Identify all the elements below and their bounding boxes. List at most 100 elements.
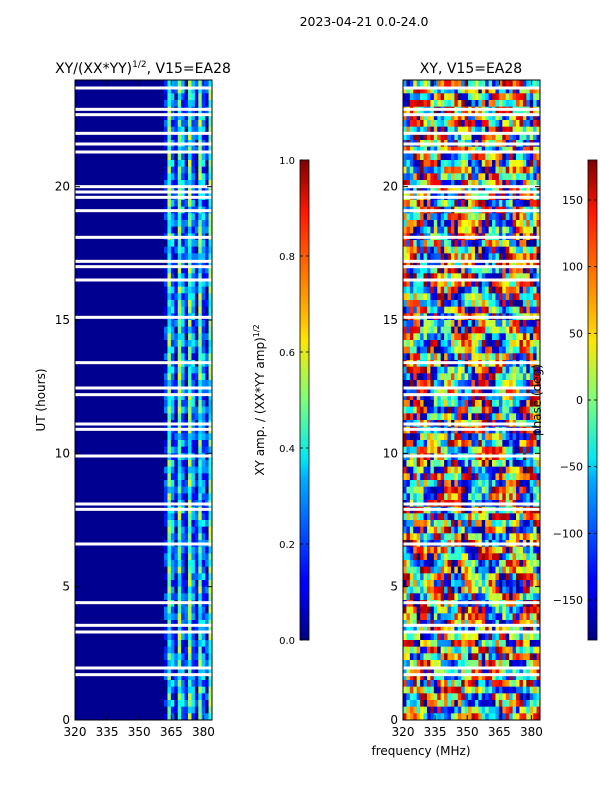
phase-heatmap-cell xyxy=(416,553,421,561)
phase-heatmap-cell xyxy=(526,633,531,641)
amplitude-heatmap-cell xyxy=(188,393,192,401)
phase-heatmap-cell xyxy=(461,580,466,588)
phase-heatmap-cell xyxy=(498,366,503,374)
phase-heatmap-cell xyxy=(440,273,445,281)
phase-heatmap-cell xyxy=(471,580,476,588)
phase-heatmap-cell xyxy=(478,160,483,168)
amplitude-heatmap-cell xyxy=(194,626,199,634)
phase-heatmap-cell xyxy=(444,546,448,554)
phase-heatmap-cell xyxy=(464,380,469,388)
amplitude-heatmap-cell xyxy=(198,613,203,621)
phase-heatmap-cell xyxy=(533,346,537,354)
phase-heatmap-cell xyxy=(512,440,517,448)
phase-heatmap-cell xyxy=(536,413,541,421)
phase-heatmap-cell xyxy=(529,633,534,641)
phase-heatmap-cell xyxy=(509,240,513,248)
amplitude-heatmap-cell xyxy=(205,613,209,621)
amplitude-heatmap-cell xyxy=(164,86,168,94)
phase-heatmap-cell xyxy=(492,306,496,314)
amplitude-heatmap-cell xyxy=(170,306,175,314)
phase-heatmap-cell xyxy=(430,326,435,334)
phase-heatmap-cell xyxy=(474,253,479,261)
phase-heatmap-cell xyxy=(420,586,424,594)
amplitude-heatmap-cell xyxy=(174,493,179,501)
phase-heatmap-cell xyxy=(516,513,520,521)
amplitude-heatmap-cell xyxy=(194,660,199,668)
amplitude-heatmap-cell xyxy=(174,260,179,268)
phase-heatmap-cell xyxy=(485,326,490,334)
amplitude-heatmap-cell xyxy=(181,573,185,581)
amplitude-heatmap-cell xyxy=(167,166,172,174)
phase-heatmap-cell xyxy=(430,646,435,654)
amplitude-heatmap-cell xyxy=(208,200,213,208)
phase-heatmap-cell xyxy=(498,100,503,108)
phase-heatmap-cell xyxy=(485,273,490,281)
phase-heatmap-cell xyxy=(485,380,490,388)
amplitude-heatmap-cell xyxy=(177,560,182,568)
phase-heatmap-cell xyxy=(426,353,431,361)
phase-heatmap-cell xyxy=(464,220,469,228)
phase-heatmap-cell xyxy=(420,553,424,561)
phase-heatmap-cell xyxy=(430,226,435,234)
amplitude-gap-line xyxy=(75,142,212,146)
phase-heatmap-cell xyxy=(512,326,517,334)
phase-heatmap-cell xyxy=(505,653,510,661)
amplitude-heatmap-cell xyxy=(208,306,213,314)
phase-heatmap-cell xyxy=(516,340,520,348)
amplitude-heatmap-cell xyxy=(177,666,182,674)
phase-heatmap-cell xyxy=(519,493,524,501)
phase-heatmap-cell xyxy=(471,373,476,381)
phase-heatmap-cell xyxy=(447,493,452,501)
amplitude-heatmap-cell xyxy=(174,706,179,714)
phase-heatmap-cell xyxy=(495,320,500,328)
phase-heatmap-cell xyxy=(461,180,466,188)
phase-heatmap-cell xyxy=(450,553,455,561)
amplitude-heatmap-cell xyxy=(164,240,168,248)
amplitude-heatmap-cell xyxy=(167,560,172,568)
phase-heatmap-cell xyxy=(526,640,531,648)
amplitude-x-tick-label: 350 xyxy=(128,725,151,739)
phase-heatmap-cell xyxy=(505,560,510,568)
phase-heatmap-cell xyxy=(505,246,510,254)
phase-heatmap-cell xyxy=(498,513,503,521)
amplitude-heatmap-cell xyxy=(170,560,175,568)
phase-heatmap-cell xyxy=(409,333,414,341)
phase-heatmap-cell xyxy=(454,300,459,308)
phase-heatmap-cell xyxy=(526,286,531,294)
phase-heatmap-cell xyxy=(464,660,469,668)
phase-heatmap-cell xyxy=(495,400,500,408)
phase-heatmap-cell xyxy=(512,280,517,288)
amplitude-heatmap-cell xyxy=(170,160,175,168)
phase-heatmap-cell xyxy=(461,440,466,448)
phase-heatmap-cell xyxy=(403,340,407,348)
amplitude-heatmap-cell xyxy=(194,480,199,488)
phase-heatmap-cell xyxy=(478,440,483,448)
amplitude-heatmap-cell xyxy=(205,580,209,588)
amplitude-heatmap-cell xyxy=(188,520,192,528)
phase-heatmap-cell xyxy=(450,400,455,408)
phase-heatmap-cell xyxy=(471,586,476,594)
phase-heatmap-cell xyxy=(406,386,411,394)
phase-heatmap-cell xyxy=(444,433,448,441)
phase-heatmap-cell xyxy=(423,306,428,314)
phase-heatmap-cell xyxy=(495,646,500,654)
phase-heatmap-cell xyxy=(416,333,421,341)
amplitude-y-axis-label: UT (hours) xyxy=(34,368,48,431)
phase-heatmap-cell xyxy=(454,186,459,194)
phase-heatmap-cell xyxy=(440,400,445,408)
phase-heatmap-cell xyxy=(516,586,520,594)
phase-heatmap-cell xyxy=(536,306,541,314)
phase-heatmap-cell xyxy=(488,273,493,281)
phase-heatmap-cell xyxy=(413,280,418,288)
phase-heatmap-cell xyxy=(505,633,510,641)
amplitude-heatmap-cell xyxy=(174,520,179,528)
phase-heatmap-cell xyxy=(440,406,445,414)
phase-heatmap-cell xyxy=(416,86,421,94)
phase-heatmap-cell xyxy=(430,660,435,668)
amplitude-heatmap-cell xyxy=(191,113,196,121)
amplitude-heatmap-cell xyxy=(167,680,172,688)
phase-heatmap-cell xyxy=(529,186,534,194)
phase-heatmap-cell xyxy=(447,293,452,301)
phase-heatmap-cell xyxy=(516,93,520,101)
amplitude-heatmap-cell xyxy=(174,560,179,568)
